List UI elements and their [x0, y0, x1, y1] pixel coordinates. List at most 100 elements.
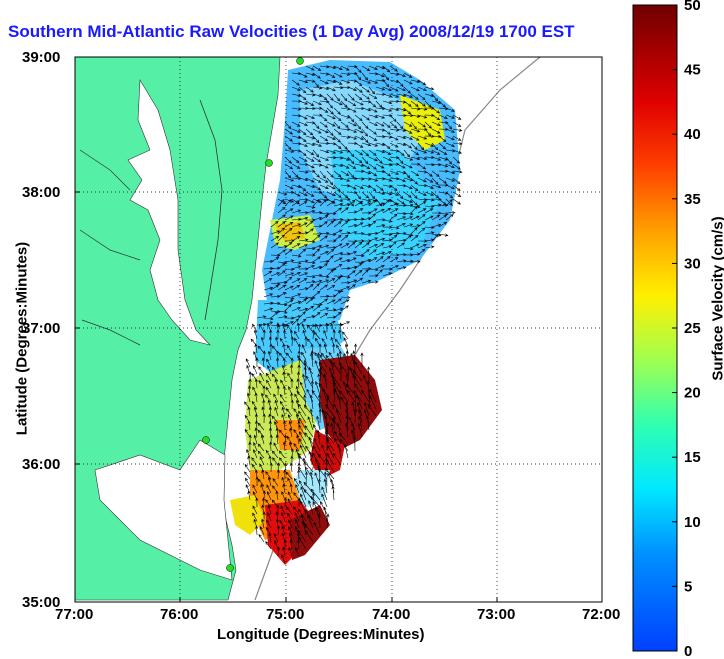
velocity-arrow: [332, 418, 342, 431]
velocity-arrow: [291, 79, 300, 86]
velocity-arrow: [262, 329, 266, 340]
velocity-arrow: [382, 128, 391, 135]
velocity-arrow: [431, 114, 441, 121]
velocity-arrow: [266, 379, 272, 389]
velocity-arrow: [410, 177, 419, 185]
velocity-arrow: [340, 286, 351, 291]
velocity-arrow: [333, 403, 342, 417]
velocity-arrow: [319, 156, 330, 161]
velocity-arrow: [325, 404, 335, 417]
velocity-arrow: [285, 471, 293, 480]
velocity-arrow: [284, 142, 292, 151]
velocity-arrow: [245, 477, 251, 487]
velocity-arrow: [251, 400, 258, 410]
velocity-arrow: [361, 163, 371, 170]
velocity-arrow: [320, 352, 328, 361]
velocity-arrow: [299, 381, 307, 396]
velocity-arrow: [287, 512, 293, 522]
velocity-arrow: [312, 142, 323, 147]
velocity-arrow: [252, 365, 258, 375]
velocity-arrow: [347, 128, 358, 133]
x-tick-6: 72:00: [582, 606, 620, 623]
velocity-arrow: [305, 220, 314, 228]
velocity-arrow: [340, 295, 351, 300]
velocity-arrow: [312, 279, 323, 284]
velocity-arrow: [298, 417, 307, 431]
velocity-arrow: [417, 177, 427, 183]
velocity-arrow: [255, 357, 259, 368]
grid: [75, 57, 602, 602]
velocity-arrow: [295, 483, 300, 494]
velocity-arrow: [334, 438, 342, 452]
velocity-arrow: [339, 322, 343, 333]
velocity-arrow: [445, 156, 453, 165]
velocity-arrow: [337, 394, 342, 410]
velocity-arrow: [293, 477, 300, 487]
velocity-arrow: [354, 142, 364, 148]
velocity-arrow: [277, 249, 287, 256]
velocity-arrow: [276, 329, 280, 340]
velocity-arrow: [304, 432, 314, 445]
velocity-arrow: [339, 438, 349, 452]
velocity-arrow: [333, 257, 343, 263]
velocity-arrow: [245, 484, 251, 494]
velocity-arrow: [269, 329, 273, 340]
velocity-arrow: [260, 434, 265, 445]
velocity-arrow: [333, 72, 343, 78]
velocity-arrow: [375, 65, 386, 70]
velocity-arrow: [282, 546, 286, 557]
velocity-arrow: [452, 184, 461, 192]
colorbar: [632, 4, 678, 652]
velocity-arrow: [298, 272, 309, 277]
velocity-arrow: [273, 533, 279, 543]
velocity-arrow: [295, 518, 300, 529]
velocity-arrow: [262, 350, 266, 361]
velocity-arrow: [375, 72, 385, 78]
velocity-arrow: [312, 248, 321, 256]
velocity-arrow: [326, 278, 336, 284]
velocity-arrow: [353, 343, 358, 354]
velocity-arrow: [333, 128, 342, 136]
velocity-arrow: [368, 213, 376, 221]
velocity-arrow: [275, 518, 280, 529]
velocity-arrow: [438, 135, 447, 143]
velocity-arrow: [334, 389, 342, 403]
velocity-arrow: [312, 93, 323, 98]
velocity-arrow: [270, 221, 279, 228]
velocity-arrow: [353, 375, 363, 389]
velocity-arrow: [271, 499, 279, 508]
velocity-arrow: [298, 278, 308, 284]
velocity-arrow: [287, 414, 293, 424]
velocity-arrow: [298, 114, 308, 120]
colorbar-tick-label: 10: [684, 514, 701, 531]
velocity-arrow: [289, 427, 293, 438]
velocity-arrow: [319, 354, 328, 368]
velocity-arrow: [265, 394, 272, 403]
colorbar-tick-label: 35: [684, 191, 701, 208]
velocity-arrow: [298, 307, 309, 312]
velocity-arrow: [345, 383, 356, 396]
velocity-arrow: [298, 424, 307, 438]
velocity-arrow: [325, 354, 335, 368]
velocity-arrow: [354, 72, 362, 81]
velocity-arrow: [375, 142, 386, 146]
velocity-arrow: [452, 135, 462, 141]
velocity-arrow: [382, 199, 390, 207]
velocity-arrow: [266, 358, 272, 368]
velocity-arrow: [287, 498, 293, 508]
velocity-arrow: [262, 385, 266, 396]
velocity-arrow: [284, 208, 294, 214]
velocity-arrow: [277, 262, 286, 270]
velocity-arrow: [361, 149, 370, 157]
velocity-arrow: [339, 366, 343, 382]
velocity-arrow: [326, 459, 335, 473]
velocity-arrow: [282, 329, 287, 340]
velocity-arrow: [319, 279, 330, 284]
velocity-arrow: [298, 318, 307, 326]
velocity-arrow: [410, 128, 421, 133]
velocity-arrow: [318, 408, 322, 424]
velocity-arrow: [279, 400, 286, 410]
velocity-arrow: [396, 149, 405, 156]
velocity-arrow: [417, 107, 428, 111]
velocity-arrow: [345, 350, 349, 361]
